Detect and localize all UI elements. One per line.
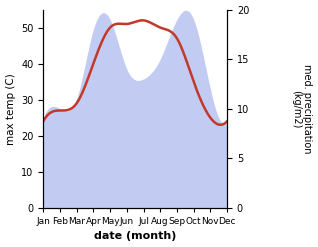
Y-axis label: max temp (C): max temp (C) xyxy=(5,73,16,144)
X-axis label: date (month): date (month) xyxy=(94,231,176,242)
Y-axis label: med. precipitation
(kg/m2): med. precipitation (kg/m2) xyxy=(291,64,313,153)
